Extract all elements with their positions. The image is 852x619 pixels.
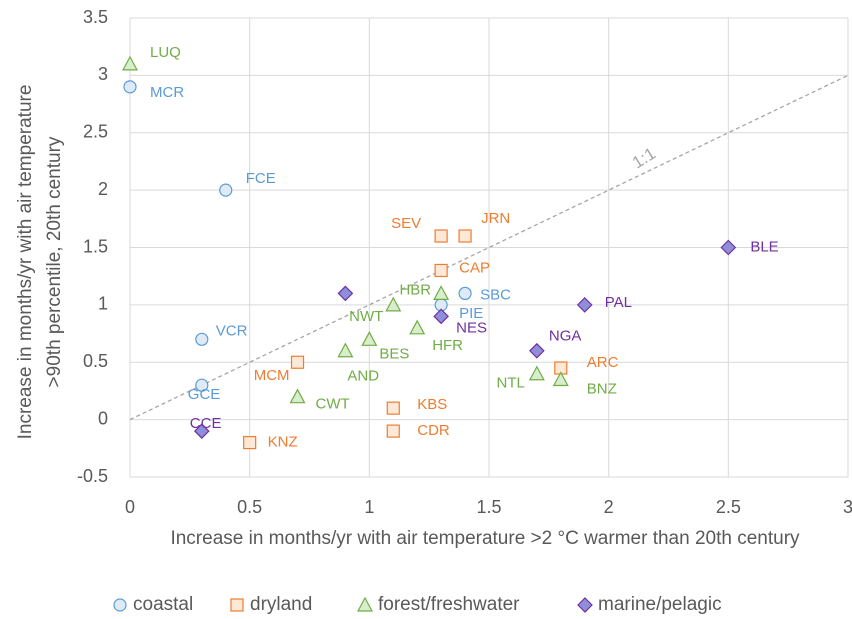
marker — [195, 378, 209, 392]
legend-marker — [230, 598, 244, 612]
point-label: BLE — [750, 238, 778, 255]
y-tick-label: 2.5 — [83, 122, 108, 142]
y-tick-label: 1 — [98, 294, 108, 314]
marker — [528, 365, 545, 381]
marker — [361, 331, 378, 346]
point-label: GCE — [188, 386, 221, 403]
point-label: CDR — [417, 422, 450, 439]
point-label: FCE — [246, 170, 276, 187]
x-tick-label: 2 — [604, 497, 614, 517]
legend-marker — [577, 597, 593, 613]
point-label: PIE — [459, 305, 483, 322]
marker — [243, 435, 257, 450]
y-tick-label: 0.5 — [83, 351, 108, 371]
point-label: CAP — [459, 259, 490, 276]
marker — [433, 308, 449, 325]
marker — [529, 342, 545, 359]
marker — [409, 319, 426, 335]
point-label: SEV — [391, 215, 421, 232]
point-label: CWT — [316, 396, 350, 413]
legend-label: dryland — [250, 594, 312, 615]
point-label: CCE — [190, 415, 222, 432]
x-axis-title: Increase in months/yr with air temperatu… — [170, 528, 800, 549]
point-label: KNZ — [268, 434, 298, 451]
point-label: ARC — [587, 354, 619, 371]
point-label: NTL — [497, 375, 525, 392]
point-label: KBS — [417, 396, 447, 413]
marker — [337, 285, 354, 302]
marker — [386, 424, 400, 438]
x-tick-label: 0.5 — [237, 497, 262, 517]
point-label: VCR — [216, 322, 248, 339]
legend-marker — [113, 598, 127, 612]
x-tick-label: 1 — [364, 497, 374, 517]
y-tick-label: 3.5 — [83, 7, 108, 27]
point-label: HFR — [432, 337, 463, 354]
marker — [290, 355, 305, 369]
point-label: LUQ — [150, 44, 181, 61]
marker — [219, 183, 233, 197]
point-label: BNZ — [587, 380, 617, 397]
x-tick-label: 3 — [843, 497, 852, 517]
marker — [123, 80, 137, 94]
marker — [289, 388, 306, 404]
y-tick-label: 0 — [98, 408, 108, 428]
marker — [433, 285, 450, 300]
point-label: NWT — [349, 308, 383, 325]
point-label: BES — [379, 345, 409, 362]
point-label: AND — [347, 368, 379, 385]
marker — [193, 423, 210, 439]
marker — [195, 332, 209, 346]
point-label: PAL — [605, 294, 632, 311]
y-tick-label: 3 — [98, 64, 108, 84]
marker — [576, 297, 593, 313]
marker — [434, 229, 448, 243]
marker — [720, 239, 737, 256]
x-tick-label: 1.5 — [476, 497, 501, 517]
marker — [434, 263, 448, 278]
legend-label: marine/pelagic — [598, 594, 722, 615]
legend-label: forest/freshwater — [378, 594, 520, 615]
legend-label: coastal — [133, 594, 193, 615]
x-tick-label: 0 — [125, 497, 135, 517]
marker — [458, 229, 472, 243]
point-label: HBR — [399, 281, 431, 298]
marker — [458, 286, 472, 300]
point-label: NGA — [549, 328, 582, 345]
point-label: NES — [456, 319, 487, 336]
y-axis-title: Increase in months/yr with air temperatu… — [15, 84, 65, 440]
marker — [386, 401, 400, 415]
marker — [552, 371, 569, 387]
point-label: MCM — [254, 367, 290, 384]
point-label: JRN — [481, 210, 510, 227]
marker — [385, 296, 402, 312]
legend-marker — [356, 596, 374, 612]
marker — [121, 55, 139, 71]
y-tick-label: -0.5 — [77, 466, 108, 486]
point-label: SBC — [480, 286, 511, 303]
marker — [337, 342, 354, 358]
y-tick-label: 2 — [98, 179, 108, 199]
x-tick-label: 2.5 — [716, 497, 741, 517]
point-label: MCR — [150, 84, 184, 101]
y-tick-label: 1.5 — [83, 236, 108, 256]
